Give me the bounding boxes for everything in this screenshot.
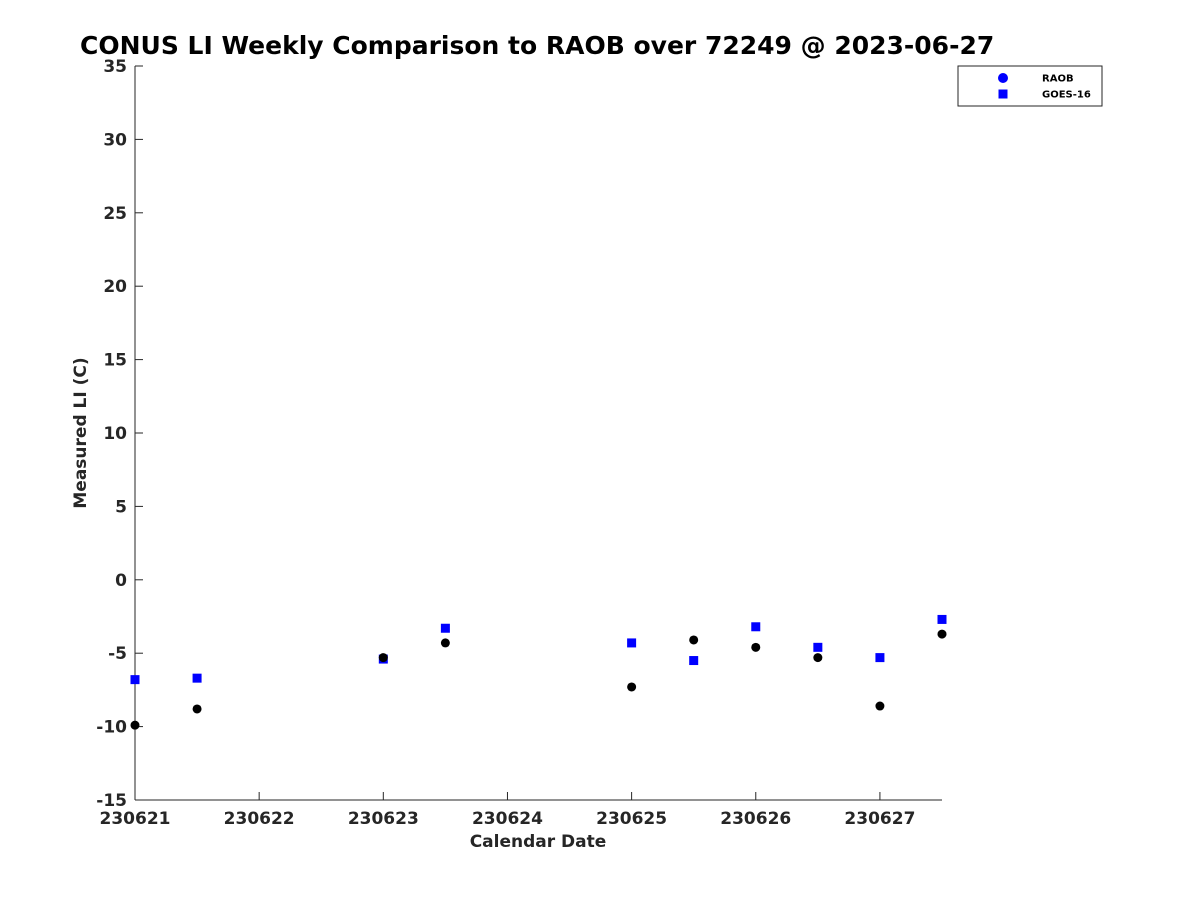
raob-point (130, 720, 140, 730)
x-axis-label: Calendar Date (470, 832, 607, 852)
raob-point (627, 682, 637, 692)
y-tick-label: 15 (103, 351, 127, 371)
raob-point (689, 635, 699, 645)
legend-goes16-label: GOES-16 (1042, 90, 1091, 101)
raob-point (378, 653, 388, 663)
raob-point (875, 701, 885, 711)
goes16-point (875, 653, 885, 663)
y-tick-label: -10 (96, 718, 127, 738)
raob-point (937, 629, 947, 639)
goes16-point (937, 614, 947, 624)
legend-raob-label: RAOB (1042, 74, 1074, 85)
y-tick-label: 0 (115, 571, 127, 591)
legend-raob-marker (998, 73, 1008, 83)
goes16-point (130, 675, 140, 685)
y-tick-label: 10 (103, 424, 127, 444)
axes (134, 66, 942, 801)
y-tick-label: -5 (108, 644, 127, 664)
x-tick-label: 230622 (224, 809, 295, 829)
y-tick-label: 25 (103, 204, 127, 224)
x-tick-label: 230624 (472, 809, 543, 829)
y-tick-label: 5 (115, 497, 127, 517)
goes16-point (440, 623, 450, 633)
x-tick-label: 230626 (720, 809, 791, 829)
legend: RAOB GOES-16 (957, 65, 1103, 107)
y-tick-label: -15 (96, 791, 127, 811)
ticks: -15 -10 -5 0 5 10 15 20 25 30 35 230621 230622 230623… (96, 57, 915, 829)
x-tick-label: 230623 (348, 809, 419, 829)
y-tick-label: 35 (103, 57, 127, 77)
x-tick-label: 230625 (596, 809, 667, 829)
legend-goes16-marker (998, 89, 1008, 99)
goes16-point (192, 673, 202, 683)
goes16-point (813, 642, 823, 652)
legend-box (957, 65, 1103, 107)
raob-point (192, 704, 202, 714)
goes16-point (689, 656, 699, 666)
raob-point (751, 642, 761, 652)
raob-point (440, 638, 450, 648)
goes16-point (751, 622, 761, 632)
raob-point (813, 653, 823, 663)
y-tick-label: 30 (103, 130, 127, 150)
chart-title: CONUS LI Weekly Comparison to RAOB over … (80, 31, 994, 60)
x-tick-label: 230627 (844, 809, 915, 829)
y-tick-label: 20 (103, 277, 127, 297)
goes16-point (627, 638, 637, 648)
y-axis-label: Measured LI (C) (71, 357, 91, 508)
x-tick-label: 230621 (100, 809, 171, 829)
data-points (130, 614, 947, 730)
